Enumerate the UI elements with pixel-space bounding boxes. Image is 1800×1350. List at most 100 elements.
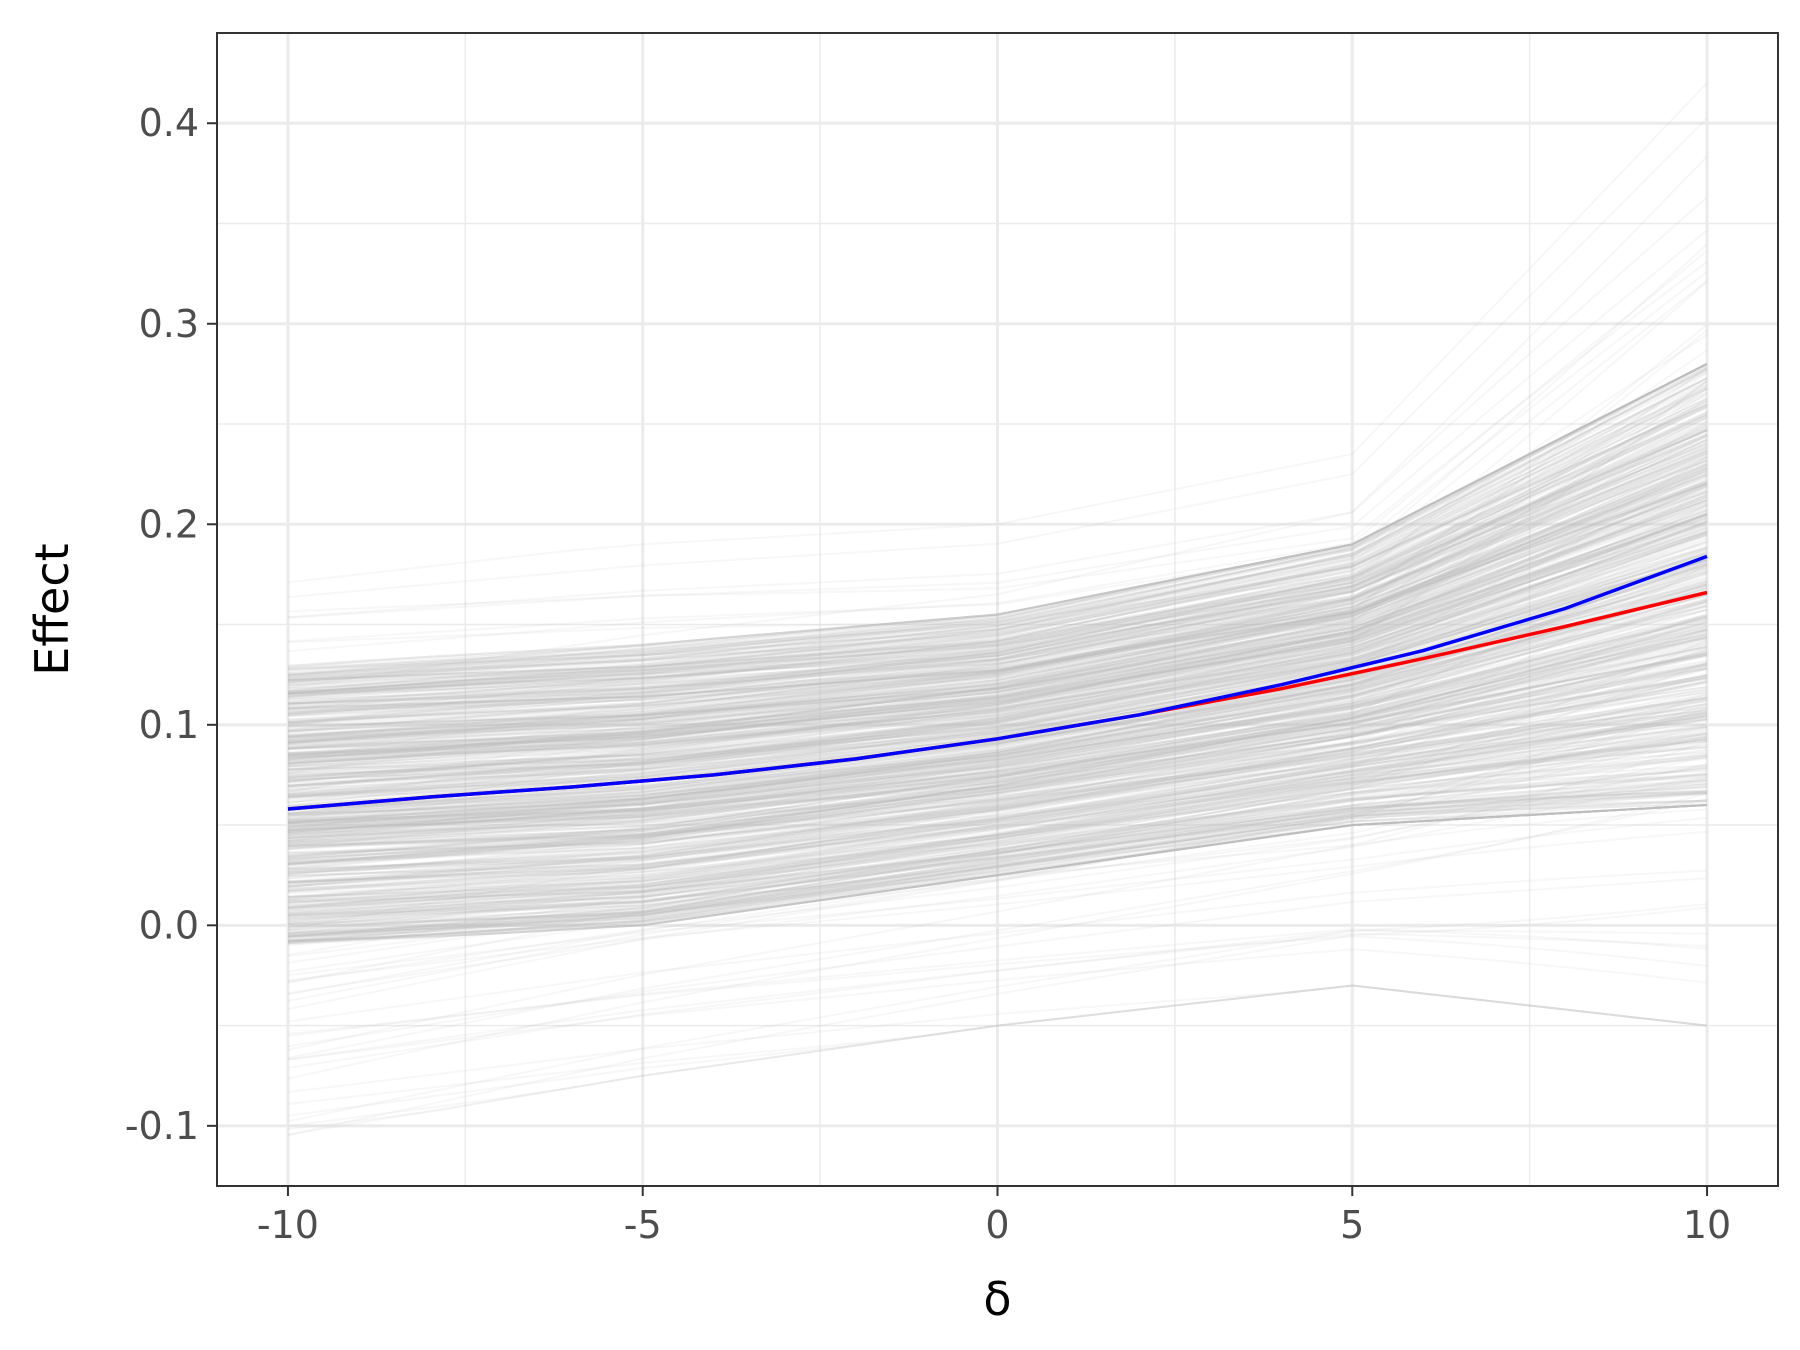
simulation-line (287, 508, 1708, 766)
simulation-line (287, 653, 1708, 823)
simulation-line (287, 984, 1708, 1131)
simulation-line (287, 733, 1708, 915)
simulation-line (287, 707, 1708, 996)
simulation-line (287, 363, 1708, 676)
simulation-line (287, 416, 1708, 695)
simulation-line (287, 532, 1708, 801)
simulation-line (287, 686, 1708, 839)
simulation-line (287, 403, 1708, 678)
simulation-line (287, 696, 1708, 846)
simulation-line (287, 691, 1708, 835)
simulation-line (287, 697, 1708, 874)
simulation-line (287, 706, 1708, 847)
series-lines (287, 554, 1708, 811)
simulation-line (287, 779, 1708, 932)
simulation-line (287, 712, 1708, 923)
simulation-line (287, 485, 1708, 766)
simulation-line (287, 363, 1708, 692)
simulation-line (287, 547, 1708, 843)
simulation-line (287, 410, 1708, 716)
simulation-line (287, 513, 1708, 768)
simulation-line (287, 329, 1708, 793)
simulation-line (287, 363, 1708, 676)
simulation-line (287, 583, 1708, 834)
simulation-line (287, 428, 1708, 708)
simulation-line (287, 676, 1708, 837)
simulation-line (287, 804, 1708, 929)
simulation-line (287, 726, 1708, 909)
simulation-line (287, 652, 1708, 861)
simulation-line (287, 504, 1708, 796)
simulation-line (287, 452, 1708, 757)
simulation-line (287, 666, 1708, 822)
simulation-line (287, 406, 1708, 671)
simulation-line (287, 600, 1708, 817)
simulation-line (287, 414, 1708, 676)
simulation-line (287, 556, 1708, 782)
simulation-line (287, 385, 1708, 698)
simulation-line (287, 363, 1708, 676)
simulation-line (287, 635, 1708, 863)
simulation-line (287, 436, 1708, 681)
simulation-line (287, 651, 1708, 839)
simulation-line (287, 674, 1708, 866)
x-tick-label: 10 (1683, 1203, 1731, 1247)
simulation-line (287, 640, 1708, 836)
simulation-line (287, 479, 1708, 768)
simulation-line (287, 604, 1708, 860)
simulation-line (287, 799, 1708, 916)
simulation-line (287, 587, 1708, 848)
simulation-line (287, 764, 1708, 892)
simulation-line (287, 504, 1708, 815)
simulation-line (287, 628, 1708, 866)
simulation-line (287, 438, 1708, 743)
simulation-line (287, 439, 1708, 738)
simulation-line (287, 496, 1708, 733)
simulation-line (287, 460, 1708, 695)
simulation-line (287, 427, 1708, 731)
simulation-line (287, 459, 1708, 763)
simulation-line (287, 792, 1708, 919)
simulation-line (287, 279, 1708, 683)
simulation-line (287, 594, 1708, 795)
simulation-line (287, 618, 1708, 823)
simulation-line (287, 717, 1708, 900)
simulation-line (287, 434, 1708, 695)
simulation-line (287, 726, 1708, 874)
simulation-line (287, 560, 1708, 782)
simulation-line (287, 718, 1708, 878)
simulation-line (287, 628, 1708, 833)
simulation-line (287, 403, 1708, 679)
simulation-line (287, 816, 1708, 977)
simulation-line (287, 664, 1708, 849)
simulation-line (287, 462, 1708, 727)
simulation-line (287, 564, 1708, 931)
simulation-line (287, 566, 1708, 797)
simulation-line (287, 371, 1708, 695)
simulation-line (287, 533, 1708, 789)
simulation-line (287, 463, 1708, 760)
simulation-line (287, 634, 1708, 862)
simulation-line (287, 725, 1708, 884)
simulation-line (287, 470, 1708, 696)
simulation-line (287, 472, 1708, 724)
simulation-line (287, 782, 1708, 921)
simulation-line (287, 586, 1708, 819)
simulation-line (287, 699, 1708, 861)
simulation-line (287, 522, 1708, 749)
simulation-line (287, 773, 1708, 946)
simulation-line (287, 576, 1708, 787)
simulation-line (287, 523, 1708, 779)
simulation-line (287, 778, 1708, 934)
simulation-line (287, 399, 1708, 724)
simulation-line (287, 730, 1708, 939)
simulation-line (287, 550, 1708, 840)
simulation-line (287, 638, 1708, 834)
simulation-line (287, 732, 1708, 938)
simulation-line (287, 450, 1708, 705)
simulation-line (287, 504, 1708, 728)
simulation-line (287, 421, 1708, 717)
simulation-line (287, 786, 1708, 912)
simulation-line (287, 580, 1708, 812)
simulation-line (287, 804, 1708, 920)
